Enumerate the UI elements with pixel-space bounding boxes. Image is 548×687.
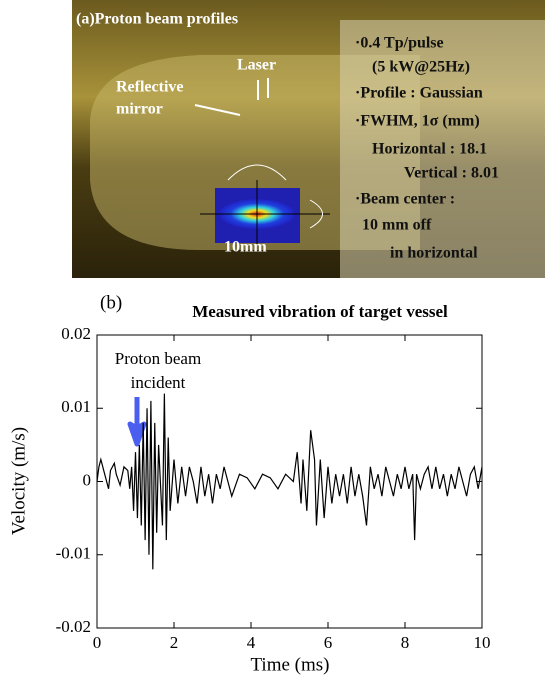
annotation-arrow xyxy=(130,397,144,444)
y-tick-label: 0.01 xyxy=(61,397,91,416)
velocity-line xyxy=(97,394,482,570)
info-line: 10 mm off xyxy=(362,217,432,234)
x-tick-label: 0 xyxy=(93,633,102,652)
annotation: Proton beam xyxy=(115,349,201,368)
y-tick-label: 0.02 xyxy=(61,324,91,343)
info-line: Vertical : 8.01 xyxy=(404,165,499,182)
x-tick-label: 4 xyxy=(247,633,256,652)
x-tick-label: 8 xyxy=(401,633,410,652)
x-tick-label: 6 xyxy=(324,633,333,652)
figure: (a)Proton beam profiles Reflective mirro… xyxy=(0,0,548,687)
label: Laser xyxy=(237,57,276,74)
panel-label: (b) xyxy=(100,292,122,313)
info-line: ·FWHM, 1σ (mm) xyxy=(355,113,480,130)
label: Reflective xyxy=(116,79,184,96)
info-line: ·0.4 Tp/pulse xyxy=(355,35,444,52)
info-line: ·Profile : Gaussian xyxy=(355,85,483,102)
info-line: (5 kW@25Hz) xyxy=(372,59,470,76)
x-axis-label: Time (ms) xyxy=(250,654,329,675)
info-line: Horizontal : 18.1 xyxy=(372,141,487,158)
y-tick-label: -0.01 xyxy=(56,544,91,563)
info-line: ·Beam center : xyxy=(355,191,455,208)
y-tick-label: 0 xyxy=(83,470,92,489)
y-tick-label: -0.02 xyxy=(56,617,91,636)
chart-title: Measured vibration of target vessel xyxy=(192,302,448,321)
x-tick-label: 2 xyxy=(170,633,179,652)
label: mirror xyxy=(116,101,163,118)
photo-panel: (a)Proton beam profiles Reflective mirro… xyxy=(72,0,545,278)
panel-title: (a)Proton beam profiles xyxy=(76,11,238,28)
x-tick-label: 10 xyxy=(474,633,491,652)
y-axis-label: Velocity (m/s) xyxy=(8,427,29,535)
annotation: incident xyxy=(131,373,186,392)
info-line: in horizontal xyxy=(390,245,478,262)
scale-label: 10mm xyxy=(224,239,267,256)
